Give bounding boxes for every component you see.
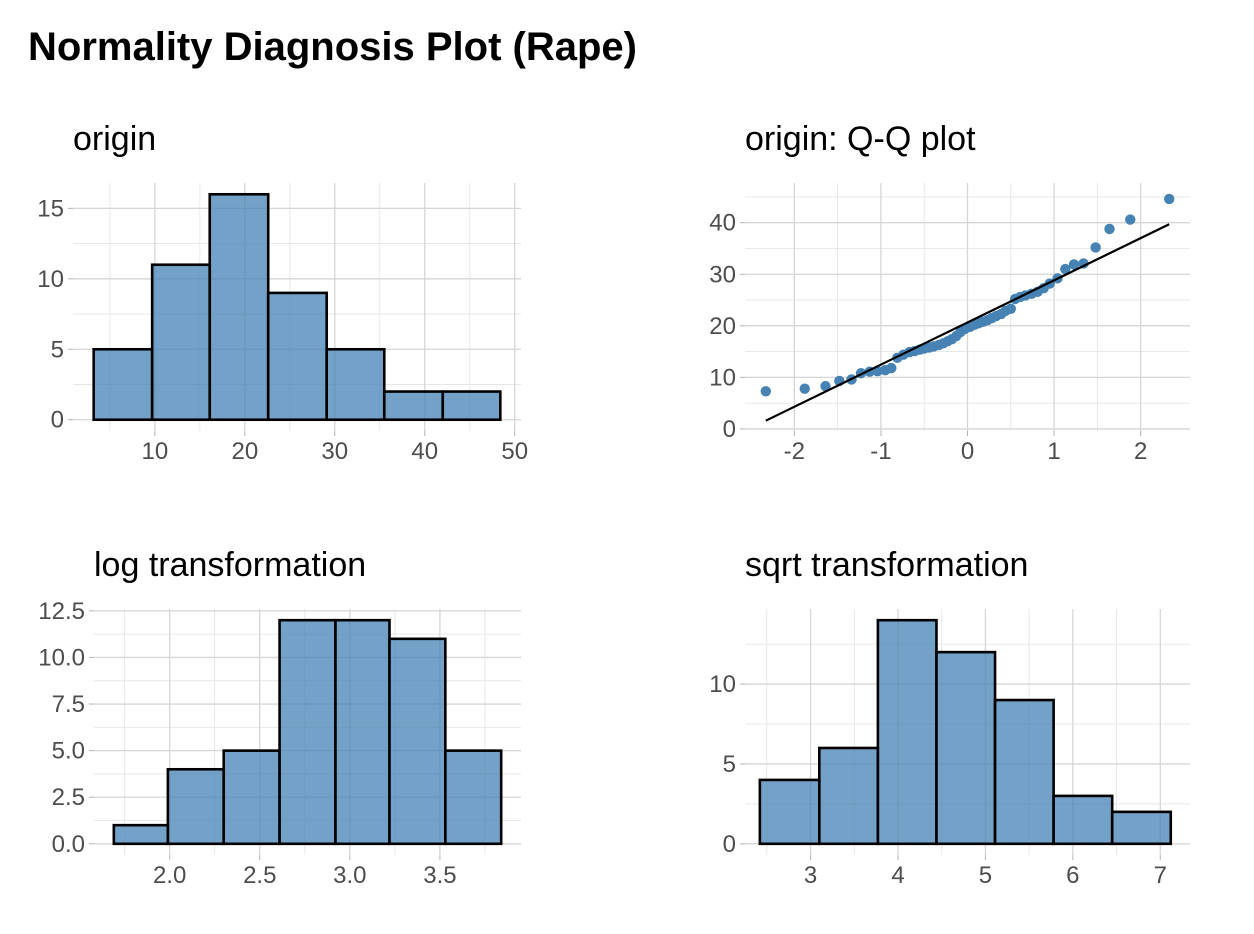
qq-point: [760, 386, 771, 397]
histogram-bar: [208, 192, 270, 422]
x-tick-label: 3.0: [333, 862, 366, 889]
panel-sqrt-histogram: sqrt transformation 3 4 5 6 7 0 5 10: [709, 546, 1190, 889]
panel-origin-histogram: origin 10 20 30 40 50 0 5 10 15: [37, 120, 528, 465]
y-tick-label: 10: [37, 266, 64, 293]
histogram-bar: [266, 291, 328, 422]
histogram-bar: [92, 347, 154, 422]
qq-reference-line: [765, 223, 1170, 422]
histogram-bar: [1110, 810, 1173, 846]
histogram-bar: [112, 823, 170, 846]
qq-point: [1005, 303, 1016, 315]
y-tick-label: 12.5: [38, 598, 85, 625]
qq-point: [799, 383, 810, 394]
histogram-bar: [222, 749, 281, 846]
sqrt-plot-area: 3 4 5 6 7 0 5 10: [709, 609, 1190, 889]
qq-point: [886, 362, 897, 374]
y-tick-label: 10.0: [38, 644, 85, 671]
x-tick-label: 1: [1047, 438, 1060, 465]
histogram-bar: [166, 767, 226, 846]
x-tick-label: 20: [231, 438, 258, 465]
y-tick-label: 5: [723, 751, 736, 778]
y-tick-label: 0: [723, 416, 736, 443]
histogram-bar: [1052, 794, 1114, 846]
panel-title-sqrt: sqrt transformation: [745, 546, 1028, 584]
qq-point: [1068, 259, 1080, 270]
y-tick-label: 40: [709, 210, 736, 237]
histogram-bar: [444, 749, 503, 846]
x-tick-label: 2.0: [153, 862, 186, 889]
y-tick-label: 10: [709, 364, 736, 391]
y-tick-label: 30: [709, 261, 736, 288]
histogram-bar: [935, 650, 997, 846]
x-tick-label: 3: [804, 862, 817, 889]
y-tick-label: 10: [709, 671, 736, 698]
x-tick-label: -2: [784, 438, 805, 465]
qq-point: [1104, 223, 1115, 235]
histogram-bar: [150, 263, 212, 422]
panel-title-qq: origin: Q-Q plot: [745, 120, 976, 158]
x-tick-label: 3.5: [423, 862, 456, 889]
x-tick-label: 2: [1134, 438, 1147, 465]
figure-title: Normality Diagnosis Plot (Rape): [28, 25, 637, 69]
y-tick-label: 7.5: [52, 691, 85, 718]
x-tick-label: 5: [979, 862, 992, 889]
x-tick-label: 10: [142, 438, 169, 465]
y-tick-label: 0: [723, 831, 736, 858]
x-tick-label: 40: [411, 438, 438, 465]
histogram-bar: [278, 618, 337, 846]
y-tick-label: 2.5: [52, 784, 85, 811]
qq-point: [1060, 263, 1071, 275]
x-tick-label: 30: [321, 438, 348, 465]
histogram-bar: [993, 698, 1055, 846]
y-tick-label: 0.0: [52, 831, 85, 858]
panel-log-histogram: log transformation 2.0 2.5 3.0 3.5 0.0 2.5 5.0…: [38, 546, 521, 889]
qq-point: [1090, 242, 1101, 253]
qq-point: [1125, 214, 1136, 225]
x-tick-label: 2.5: [243, 862, 276, 889]
histogram-bar: [382, 390, 445, 422]
x-tick-label: 50: [501, 438, 528, 465]
x-tick-label: -1: [870, 438, 891, 465]
x-tick-label: 0: [961, 438, 974, 465]
histogram-bar: [876, 618, 938, 846]
origin-plot-area: 10 20 30 40 50 0 5 10 15: [37, 183, 528, 465]
histogram-bar: [441, 390, 502, 422]
qq-point: [820, 380, 831, 392]
panel-title-origin: origin: [73, 120, 156, 158]
y-tick-label: 15: [37, 195, 64, 222]
y-tick-label: 0: [51, 407, 64, 434]
y-tick-label: 5.0: [52, 738, 85, 765]
log-plot-area: 2.0 2.5 3.0 3.5 0.0 2.5 5.0 7.5 10.0 12.5: [38, 598, 521, 889]
histogram-bar: [325, 347, 386, 422]
panel-title-log: log transformation: [94, 546, 366, 584]
x-tick-label: 4: [891, 862, 904, 889]
y-tick-label: 20: [709, 313, 736, 340]
qq-point: [1164, 193, 1175, 205]
histogram-bar: [818, 746, 880, 846]
y-tick-label: 5: [51, 336, 64, 363]
x-tick-label: 7: [1154, 862, 1167, 889]
histogram-bar: [758, 778, 821, 846]
histogram-bar: [388, 637, 447, 846]
histogram-bar: [334, 618, 391, 846]
x-tick-label: 6: [1066, 862, 1079, 889]
